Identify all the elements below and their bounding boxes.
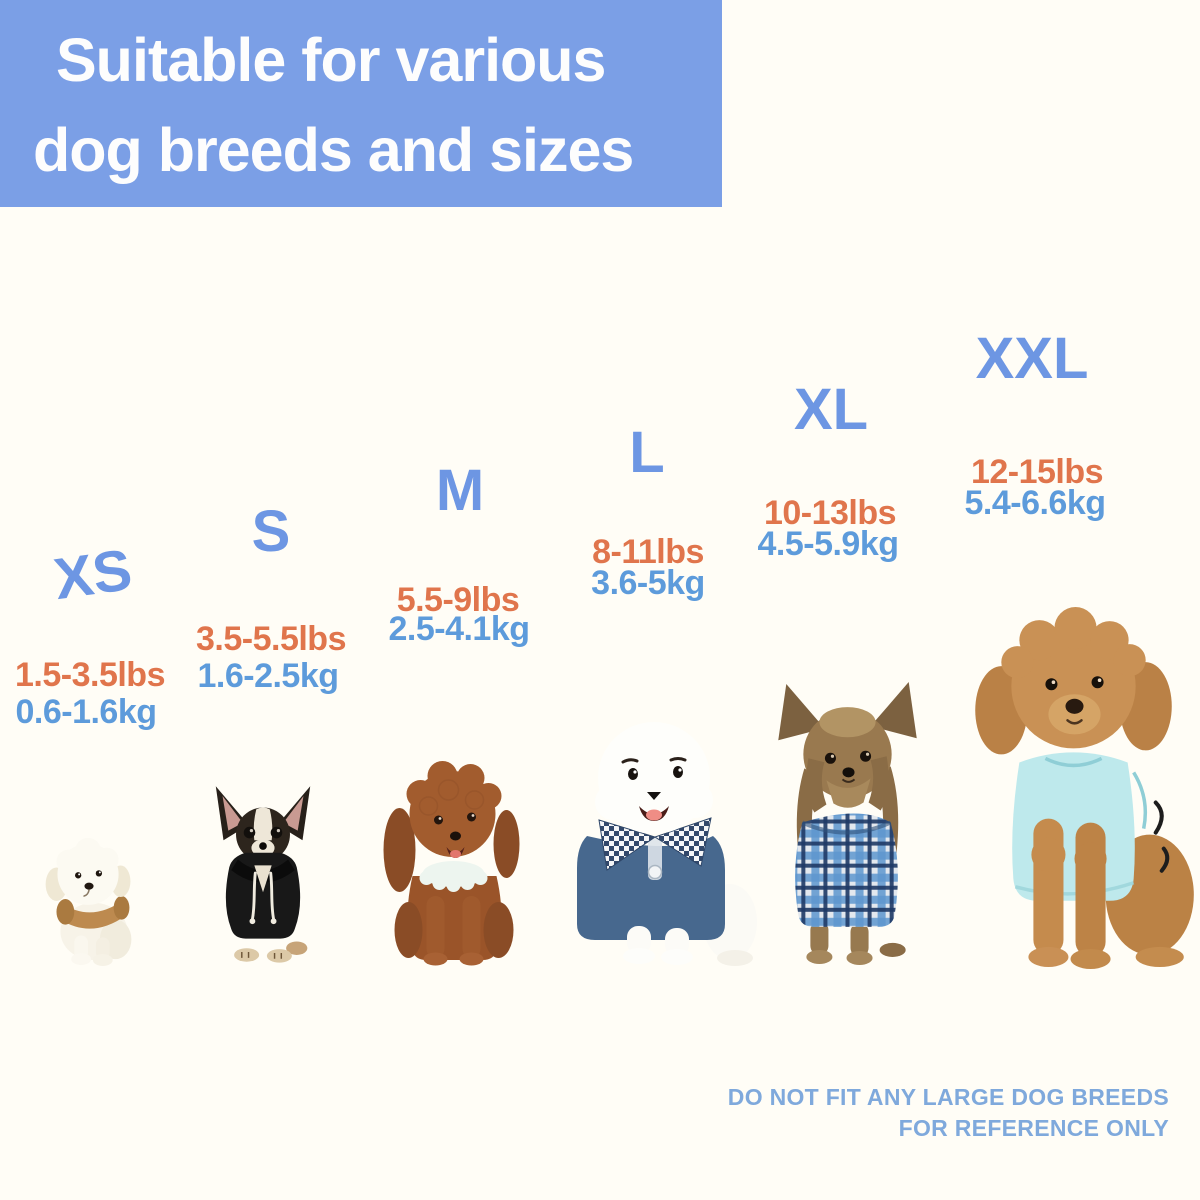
weight-lbs-xs: 1.5-3.5lbs	[15, 656, 165, 694]
dog-photo-s-chihuahua-black-hoodie	[215, 786, 311, 963]
weight-kg-m: 2.5-4.1kg	[388, 610, 530, 648]
size-label-m: M	[435, 458, 485, 523]
disclaimer: DO NOT FIT ANY LARGE DOG BREEDS FOR REFE…	[728, 1082, 1169, 1144]
weight-kg-xxl: 5.4-6.6kg	[964, 484, 1106, 522]
dog-photo-xxl-apricot-poodle-aqua-tank	[975, 607, 1194, 969]
weight-lbs-xxl: 12-15lbs	[970, 453, 1104, 491]
size-label-s: S	[251, 499, 291, 564]
weight-lbs-xl: 10-13lbs	[763, 494, 897, 532]
weight-kg-s: 1.6-2.5kg	[197, 657, 339, 695]
weight-lbs-l: 8-11lbs	[592, 533, 704, 571]
dog-photo-l-white-bichon-blue-polo	[577, 722, 757, 966]
title-banner: Suitable for various dog breeds and size…	[0, 0, 722, 207]
banner-title-line2: dog breeds and sizes	[33, 116, 634, 184]
disclaimer-line1: DO NOT FIT ANY LARGE DOG BREEDS	[727, 1084, 1169, 1110]
weight-kg-xs: 0.6-1.6kg	[15, 693, 157, 731]
weight-kg-l: 3.6-5kg	[591, 564, 705, 602]
weight-lbs-m: 5.5-9lbs	[396, 581, 520, 619]
size-label-l: L	[629, 420, 665, 485]
dog-photo-xl-yorkie-plaid-shirt	[778, 682, 917, 965]
dog-photo-xs-white-maltese	[45, 837, 132, 967]
size-label-xxl: XXL	[975, 326, 1089, 391]
dog-photo-m-brown-poodle	[383, 761, 520, 966]
banner-title-line1: Suitable for various	[56, 26, 606, 94]
disclaimer-line2: FOR REFERENCE ONLY	[898, 1115, 1169, 1141]
weight-kg-xl: 4.5-5.9kg	[757, 525, 899, 563]
size-label-xs: XS	[50, 536, 136, 613]
weight-lbs-s: 3.5-5.5lbs	[196, 620, 346, 658]
size-label-xl: XL	[793, 377, 869, 442]
